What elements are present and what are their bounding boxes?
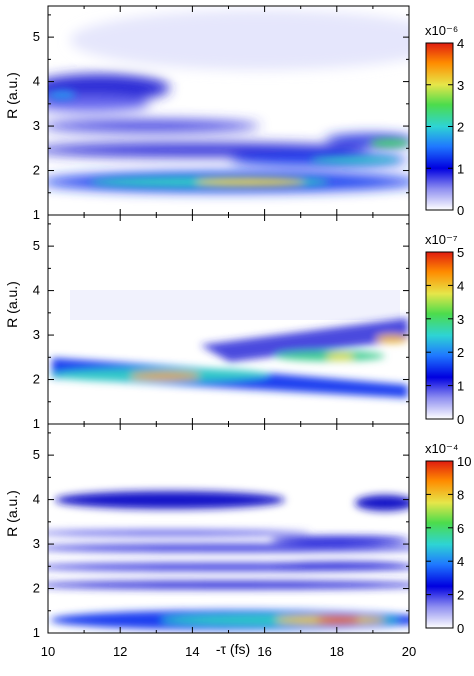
- y-axis-label: R (a.u.): [4, 281, 20, 328]
- x-tick-label: 14: [185, 644, 199, 659]
- colorbar-exponent: x10⁻⁷: [425, 232, 458, 247]
- colorbar-middle: x10⁻⁷ 0 1 2 3 4 5: [425, 232, 464, 427]
- heatmap-middle: [48, 215, 409, 424]
- x-axis-label: -τ (fs): [216, 641, 250, 657]
- y-tick-label: 3: [33, 536, 40, 551]
- y-tick-label: 2: [33, 581, 40, 596]
- colorbar-tick-label: 10: [457, 454, 471, 469]
- colorbar-tick-label: 5: [457, 245, 464, 260]
- colorbar-gradient: [425, 460, 454, 629]
- colorbar-tick-label: 2: [457, 345, 464, 360]
- y-tick-label: 4: [33, 74, 40, 89]
- y-tick-label: 5: [33, 29, 40, 44]
- colorbar-bottom: x10⁻⁴ 0 2 4 6 8 10: [425, 441, 471, 636]
- y-tick-label: 4: [33, 492, 40, 507]
- colorbar-tick-label: 8: [457, 487, 464, 502]
- y-tick-label: 1: [33, 416, 40, 431]
- colorbar-tick-label: 2: [457, 120, 464, 135]
- x-tick-label: 20: [402, 644, 416, 659]
- colorbar-exponent: x10⁻⁴: [425, 441, 458, 456]
- y-tick-label: 1: [33, 207, 40, 222]
- x-tick-label: 16: [257, 644, 271, 659]
- y-tick-label: 1: [33, 625, 40, 640]
- y-tick-label: 2: [33, 372, 40, 387]
- x-tick-label: 12: [113, 644, 127, 659]
- y-axis-label: R (a.u.): [4, 72, 20, 119]
- colorbar-top: x10⁻⁶ 0 1 2 3 4: [425, 23, 464, 218]
- x-tick-label: 10: [41, 644, 55, 659]
- colorbar-tick-label: 3: [457, 312, 464, 327]
- colorbar-tick-label: 4: [457, 36, 464, 51]
- y-axis-label: R (a.u.): [4, 490, 20, 537]
- colorbar-tick-label: 4: [457, 554, 464, 569]
- colorbar-tick-label: 0: [457, 621, 464, 636]
- colorbar-tick-label: 3: [457, 78, 464, 93]
- colorbar-tick-label: 1: [457, 161, 464, 176]
- y-tick-label: 3: [33, 118, 40, 133]
- colorbar-tick-label: 0: [457, 203, 464, 218]
- y-tick-label: 5: [33, 447, 40, 462]
- colorbar-tick-label: 6: [457, 521, 464, 536]
- colorbar-tick-label: 4: [457, 278, 464, 293]
- heatmap-top: [48, 6, 409, 215]
- colorbar-exponent: x10⁻⁶: [425, 23, 458, 38]
- heatmap-bottom: [48, 424, 409, 633]
- colorbar-gradient: [425, 251, 454, 420]
- x-tick-label: 18: [330, 644, 344, 659]
- y-tick-label: 3: [33, 327, 40, 342]
- colorbar-tick-label: 0: [457, 412, 464, 427]
- colorbar-tick-label: 1: [457, 379, 464, 394]
- y-tick-label: 2: [33, 163, 40, 178]
- y-tick-label: 4: [33, 283, 40, 298]
- colorbar-tick-label: 2: [457, 588, 464, 603]
- panel-middle: 1 2 3 4 5 R (a.u.): [4, 214, 410, 431]
- y-tick-label: 5: [33, 238, 40, 253]
